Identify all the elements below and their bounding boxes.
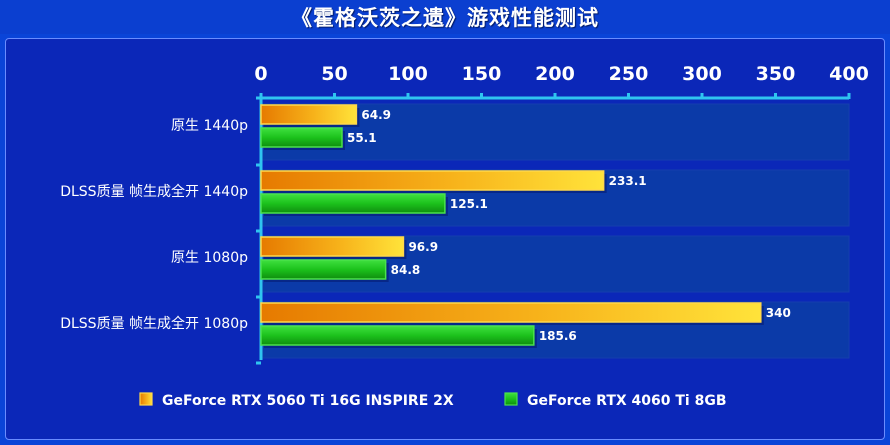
x-tick-label: 300 xyxy=(682,63,722,85)
category-label: 原生 1080p xyxy=(171,250,248,266)
bars: 64.9 55.1 233.1 125.1 96.9 84.8 340 185.6 xyxy=(260,104,791,348)
data-label: 340 xyxy=(766,306,791,320)
x-tick-label: 250 xyxy=(609,63,649,85)
legend-label: GeForce RTX 4060 Ti 8GB xyxy=(527,393,727,409)
legend-label: GeForce RTX 5060 Ti 16G INSPIRE 2X xyxy=(162,393,454,409)
bar-series-1 xyxy=(260,104,358,125)
data-label: 55.1 xyxy=(347,131,377,145)
data-label: 84.8 xyxy=(391,263,421,277)
data-label: 64.9 xyxy=(361,108,391,122)
bar-series-2 xyxy=(260,259,387,280)
x-tick-label: 50 xyxy=(321,63,347,85)
x-tick-label: 0 xyxy=(254,63,267,85)
bar-series-1 xyxy=(260,170,605,191)
x-tick-label: 350 xyxy=(756,63,796,85)
category-labels: 原生 1440p DLSS质量 帧生成全开 1440p 原生 1080p DLSS质量… xyxy=(60,118,248,332)
legend-swatch xyxy=(139,392,153,406)
x-tick-label: 200 xyxy=(535,63,575,85)
legend: GeForce RTX 5060 Ti 16G INSPIRE 2X GeForc… xyxy=(139,392,727,409)
chart-title: 《霍格沃茨之遗》游戏性能测试 xyxy=(291,6,599,30)
category-label: DLSS质量 帧生成全开 1440p xyxy=(60,183,248,200)
legend-swatch xyxy=(504,392,518,406)
data-label: 96.9 xyxy=(408,240,438,254)
bar-series-1 xyxy=(260,302,762,323)
bar-series-2 xyxy=(260,127,343,148)
data-label: 125.1 xyxy=(450,197,488,211)
bar-series-2 xyxy=(260,193,446,214)
x-tick-label: 100 xyxy=(388,63,428,85)
category-label: DLSS质量 帧生成全开 1080p xyxy=(60,315,248,332)
bar-series-2 xyxy=(260,325,535,346)
category-label: 原生 1440p xyxy=(171,118,248,134)
data-label: 233.1 xyxy=(609,174,647,188)
x-tick-label: 400 xyxy=(829,63,869,85)
x-tick-label: 150 xyxy=(462,63,502,85)
bar-series-1 xyxy=(260,236,405,257)
title-bar: 《霍格沃茨之遗》游戏性能测试 xyxy=(0,0,890,34)
data-label: 185.6 xyxy=(539,329,577,343)
